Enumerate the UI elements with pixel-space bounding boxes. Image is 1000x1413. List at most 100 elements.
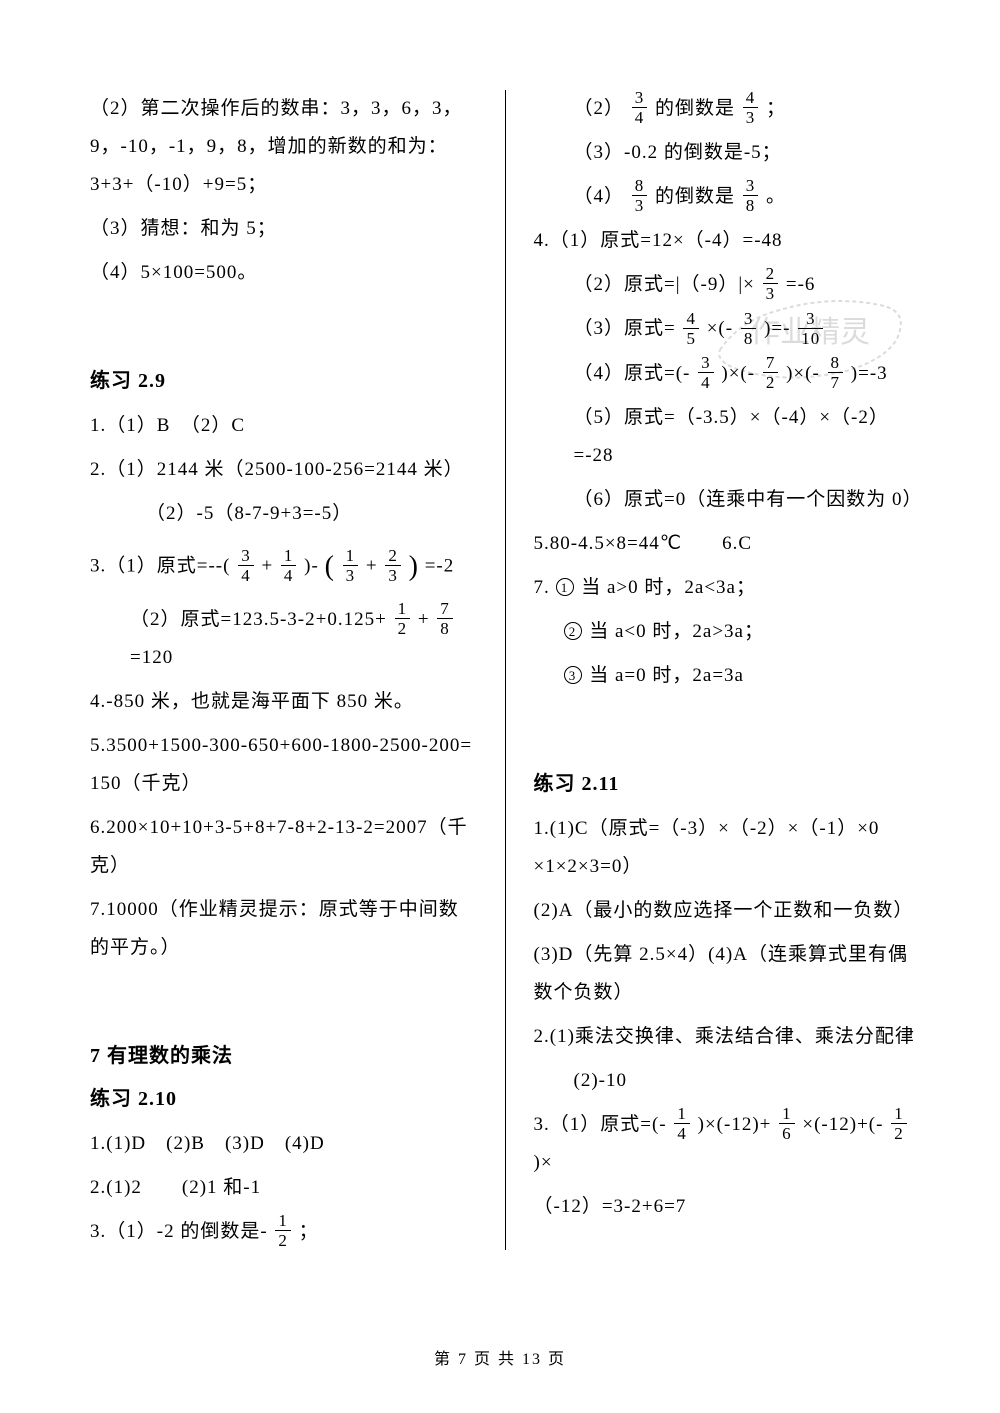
- circle-number-icon: 2: [564, 622, 582, 640]
- text: +: [261, 555, 273, 576]
- text: +: [366, 555, 378, 576]
- text-block: （6）原式=0（连乘中有一个因数为 0）: [534, 481, 921, 519]
- text-block: (2)-10: [534, 1062, 921, 1100]
- math-expr: （2）原式=|（-9）|× 23 =-6: [534, 266, 921, 304]
- fraction: 23: [763, 265, 779, 302]
- text: =-6: [786, 274, 816, 295]
- text: 7.: [534, 577, 550, 598]
- text: （3）原式=: [574, 318, 676, 339]
- bracket-right: ): [409, 551, 419, 582]
- text: ；: [766, 98, 786, 119]
- math-expr: （4） 83 的倒数是 38 。: [534, 178, 921, 216]
- math-expr: （2）原式=123.5-3-2+0.125+ 12 + 78 =120: [90, 601, 477, 677]
- fraction: 14: [281, 547, 297, 584]
- fraction: 13: [343, 547, 359, 584]
- text: )×: [534, 1152, 553, 1173]
- fraction: 34: [698, 354, 714, 391]
- text: )×(-: [786, 363, 820, 384]
- fraction: 43: [743, 89, 759, 126]
- text: ；: [299, 1221, 319, 1242]
- text: +: [418, 609, 430, 630]
- text-block: 3 当 a=0 时，2a=3a: [534, 657, 921, 695]
- text: )×(-12)+: [698, 1114, 772, 1135]
- text-block: 6.200×10+10+3-5+8+7-8+2-13-2=2007（千克）: [90, 809, 477, 885]
- text: 的倒数是: [655, 186, 735, 207]
- text-block: 1.(1)D (2)B (3)D (4)D: [90, 1125, 477, 1163]
- text-block: 1.（1）B （2）C: [90, 407, 477, 445]
- fraction: 87: [828, 354, 844, 391]
- fraction: 12: [395, 600, 411, 637]
- text-block: （5）原式=（-3.5）×（-4）×（-2）=-28: [534, 399, 921, 475]
- section-title: 练习 2.9: [90, 364, 477, 393]
- text: )-: [304, 555, 319, 576]
- text: （4）: [574, 186, 625, 207]
- text: ×(-12)+(-: [802, 1114, 883, 1135]
- text-block: 2 当 a<0 时，2a>3a；: [534, 613, 921, 651]
- section-title: 练习 2.10: [90, 1082, 477, 1111]
- fraction: 12: [891, 1105, 907, 1142]
- text: （4）原式=(-: [574, 363, 691, 384]
- math-expr: （4）原式=(- 34 )×(- 72 )×(- 87 )=-3: [534, 355, 921, 393]
- text-block: （3）-0.2 的倒数是-5；: [534, 134, 921, 172]
- text: )=-3: [851, 363, 888, 384]
- text: 3.（1）原式=--(: [90, 555, 230, 576]
- text: 的倒数是: [655, 98, 735, 119]
- text: =120: [130, 647, 173, 668]
- text-block: 7.10000（作业精灵提示：原式等于中间数的平方。）: [90, 891, 477, 967]
- text-block: 4.-850 米，也就是海平面下 850 米。: [90, 683, 477, 721]
- math-expr: （2） 34 的倒数是 43 ；: [534, 90, 921, 128]
- text: 3.（1）-2 的倒数是-: [90, 1221, 268, 1242]
- text-block: （4）5×100=500。: [90, 254, 477, 292]
- fraction: 14: [674, 1105, 690, 1142]
- text-block: 5.80-4.5×8=44℃ 6.C: [534, 525, 921, 563]
- text-block: (3)D（先算 2.5×4）(4)A（连乘算式里有偶数个负数）: [534, 936, 921, 1012]
- left-column: （2）第二次操作后的数串：3，3，6，3，9，-10，-1，9，8，增加的新数的…: [70, 90, 505, 1280]
- right-column: （2） 34 的倒数是 43 ； （3）-0.2 的倒数是-5； （4） 83 …: [506, 90, 941, 1280]
- fraction: 310: [798, 310, 823, 347]
- fraction: 23: [385, 547, 401, 584]
- text: )×(-: [721, 363, 755, 384]
- text-block: （2）第二次操作后的数串：3，3，6，3，9，-10，-1，9，8，增加的新数的…: [90, 90, 477, 204]
- section-title: 练习 2.11: [534, 767, 921, 796]
- text: ×(-: [707, 318, 733, 339]
- text: （2）原式=|（-9）|×: [574, 274, 755, 295]
- section-title: 7 有理数的乘法: [90, 1039, 477, 1068]
- text-block: （2）-5（8-7-9+3=-5）: [90, 495, 477, 533]
- text-block: (2)A（最小的数应选择一个正数和一负数）: [534, 892, 921, 930]
- text: 当 a<0 时，2a>3a；: [589, 621, 764, 642]
- fraction: 34: [632, 89, 648, 126]
- text: =-2: [425, 555, 455, 576]
- text-block: （3）猜想：和为 5；: [90, 210, 477, 248]
- math-expr: （3）原式= 45 ×(- 38 )=- 310: [534, 310, 921, 348]
- text-block: 1.(1)C（原式=（-3）×（-2）×（-1）×0 ×1×2×3=0）: [534, 810, 921, 886]
- fraction: 83: [632, 177, 648, 214]
- circle-number-icon: 1: [556, 578, 574, 596]
- text-block: 2.（1）2144 米（2500-100-256=2144 米）: [90, 451, 477, 489]
- text: 。: [766, 186, 786, 207]
- text: )=-: [764, 318, 790, 339]
- math-expr: 3.（1）原式=(- 14 )×(-12)+ 16 ×(-12)+(- 12 )…: [534, 1106, 921, 1182]
- fraction: 38: [741, 310, 757, 347]
- fraction: 38: [743, 177, 759, 214]
- text: （2）原式=123.5-3-2+0.125+: [130, 609, 387, 630]
- bracket-left: (: [325, 551, 335, 582]
- math-expr: 3.（1）-2 的倒数是- 12 ；: [90, 1213, 477, 1251]
- text-block: 2.(1)乘法交换律、乘法结合律、乘法分配律: [534, 1018, 921, 1056]
- fraction: 12: [275, 1212, 291, 1249]
- text-block: 4.（1）原式=12×（-4）=-48: [534, 222, 921, 260]
- circle-number-icon: 3: [564, 666, 582, 684]
- fraction: 72: [763, 354, 779, 391]
- text: 当 a>0 时，2a<3a；: [581, 577, 756, 598]
- text: （2）: [574, 98, 625, 119]
- fraction: 78: [437, 600, 453, 637]
- text-block: 5.3500+1500-300-650+600-1800-2500-200= 1…: [90, 727, 477, 803]
- fraction: 45: [683, 310, 699, 347]
- fraction: 34: [238, 547, 254, 584]
- text-block: 2.(1)2 (2)1 和-1: [90, 1169, 477, 1207]
- text-block: （-12）=3-2+6=7: [534, 1188, 921, 1226]
- text-block: 7. 1 当 a>0 时，2a<3a；: [534, 569, 921, 607]
- math-expr: 3.（1）原式=--( 34 + 14 )- ( 13 + 23 ) =-2: [90, 539, 477, 595]
- page-footer: 第 7 页 共 13 页: [0, 1345, 1000, 1369]
- fraction: 16: [779, 1105, 795, 1142]
- text: 当 a=0 时，2a=3a: [589, 665, 744, 686]
